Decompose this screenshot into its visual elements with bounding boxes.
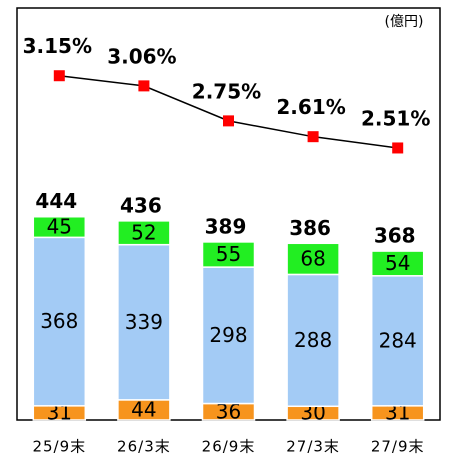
rate-marker xyxy=(53,70,65,82)
segment-label: 52 xyxy=(131,220,156,244)
x-tick-label: 27/9末 xyxy=(371,438,425,456)
total-label: 436 xyxy=(120,193,162,217)
x-tick-label: 25/9末 xyxy=(32,438,86,456)
rate-marker xyxy=(223,115,234,127)
bar-segment xyxy=(370,250,425,277)
bar-segment xyxy=(201,241,256,268)
rate-marker xyxy=(138,80,150,92)
bar-segment xyxy=(117,220,171,246)
x-tick-label: 27/3末 xyxy=(286,438,340,456)
segment-label: 44 xyxy=(131,397,156,421)
rate-label: 3.15% xyxy=(23,34,92,58)
segment-label: 284 xyxy=(379,328,417,352)
total-label: 389 xyxy=(205,214,247,238)
rate-label: 2.75% xyxy=(192,79,261,103)
total-label: 368 xyxy=(374,224,416,248)
segment-label: 55 xyxy=(216,242,241,266)
total-label: 386 xyxy=(289,216,331,240)
bar-segment xyxy=(32,236,87,407)
rate-marker xyxy=(307,131,319,143)
rate-marker xyxy=(392,142,404,154)
rate-label: 3.06% xyxy=(107,44,176,68)
bar-segment xyxy=(32,215,87,239)
segment-label: 298 xyxy=(209,323,247,347)
unit-label: (億円) xyxy=(385,14,424,30)
segment-label: 368 xyxy=(40,309,78,333)
segment-label: 339 xyxy=(125,310,163,334)
segment-label: 68 xyxy=(300,246,325,270)
segment-label: 288 xyxy=(294,328,332,352)
total-label: 444 xyxy=(35,189,77,213)
x-tick-label: 26/3末 xyxy=(117,438,171,456)
bar-segment xyxy=(286,242,340,276)
segment-label: 54 xyxy=(385,251,410,275)
segment-label: 45 xyxy=(47,215,72,239)
rate-label: 2.51% xyxy=(361,106,430,130)
rate-label: 2.61% xyxy=(276,95,345,119)
x-tick-label: 26/9末 xyxy=(202,438,256,456)
